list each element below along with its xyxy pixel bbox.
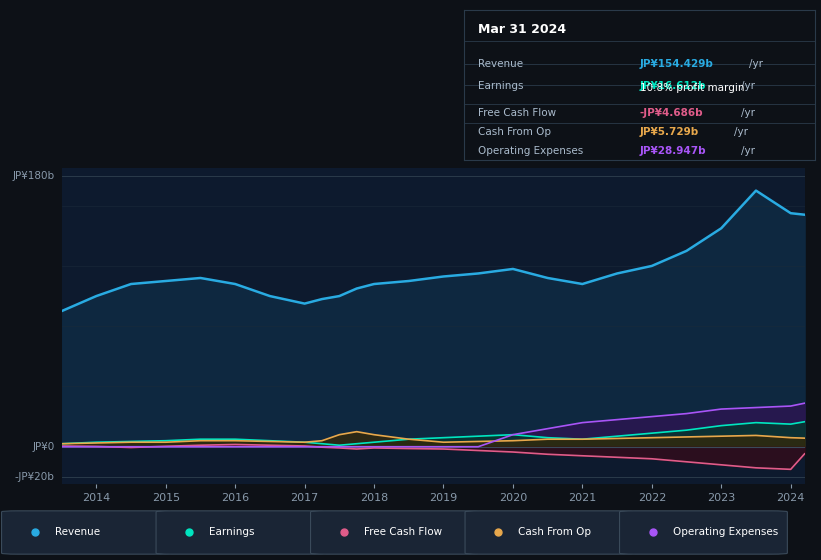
Text: /yr: /yr — [741, 81, 755, 91]
Text: -JP¥4.686b: -JP¥4.686b — [640, 109, 703, 119]
Text: JP¥16.612b: JP¥16.612b — [640, 81, 706, 91]
Text: Operating Expenses: Operating Expenses — [478, 146, 583, 156]
Text: Mar 31 2024: Mar 31 2024 — [478, 23, 566, 36]
Text: /yr: /yr — [741, 109, 755, 119]
FancyBboxPatch shape — [465, 511, 633, 554]
FancyBboxPatch shape — [310, 511, 479, 554]
Text: JP¥28.947b: JP¥28.947b — [640, 146, 706, 156]
Text: -JP¥20b: -JP¥20b — [15, 472, 55, 482]
Text: Revenue: Revenue — [55, 527, 100, 537]
Text: Earnings: Earnings — [209, 527, 255, 537]
Text: 10.8% profit margin: 10.8% profit margin — [640, 82, 744, 92]
Text: JP¥180b: JP¥180b — [12, 171, 55, 180]
Text: JP¥5.729b: JP¥5.729b — [640, 127, 699, 137]
Text: /yr: /yr — [750, 59, 764, 68]
Text: JP¥154.429b: JP¥154.429b — [640, 59, 713, 68]
Text: Earnings: Earnings — [478, 81, 524, 91]
Text: /yr: /yr — [741, 146, 755, 156]
Text: /yr: /yr — [734, 127, 748, 137]
Text: Cash From Op: Cash From Op — [478, 127, 551, 137]
Text: Operating Expenses: Operating Expenses — [673, 527, 778, 537]
Text: Free Cash Flow: Free Cash Flow — [478, 109, 556, 119]
Text: Cash From Op: Cash From Op — [518, 527, 591, 537]
FancyBboxPatch shape — [156, 511, 323, 554]
Text: JP¥0: JP¥0 — [32, 442, 55, 452]
FancyBboxPatch shape — [620, 511, 787, 554]
Text: Revenue: Revenue — [478, 59, 523, 68]
FancyBboxPatch shape — [2, 511, 169, 554]
Text: Free Cash Flow: Free Cash Flow — [364, 527, 442, 537]
